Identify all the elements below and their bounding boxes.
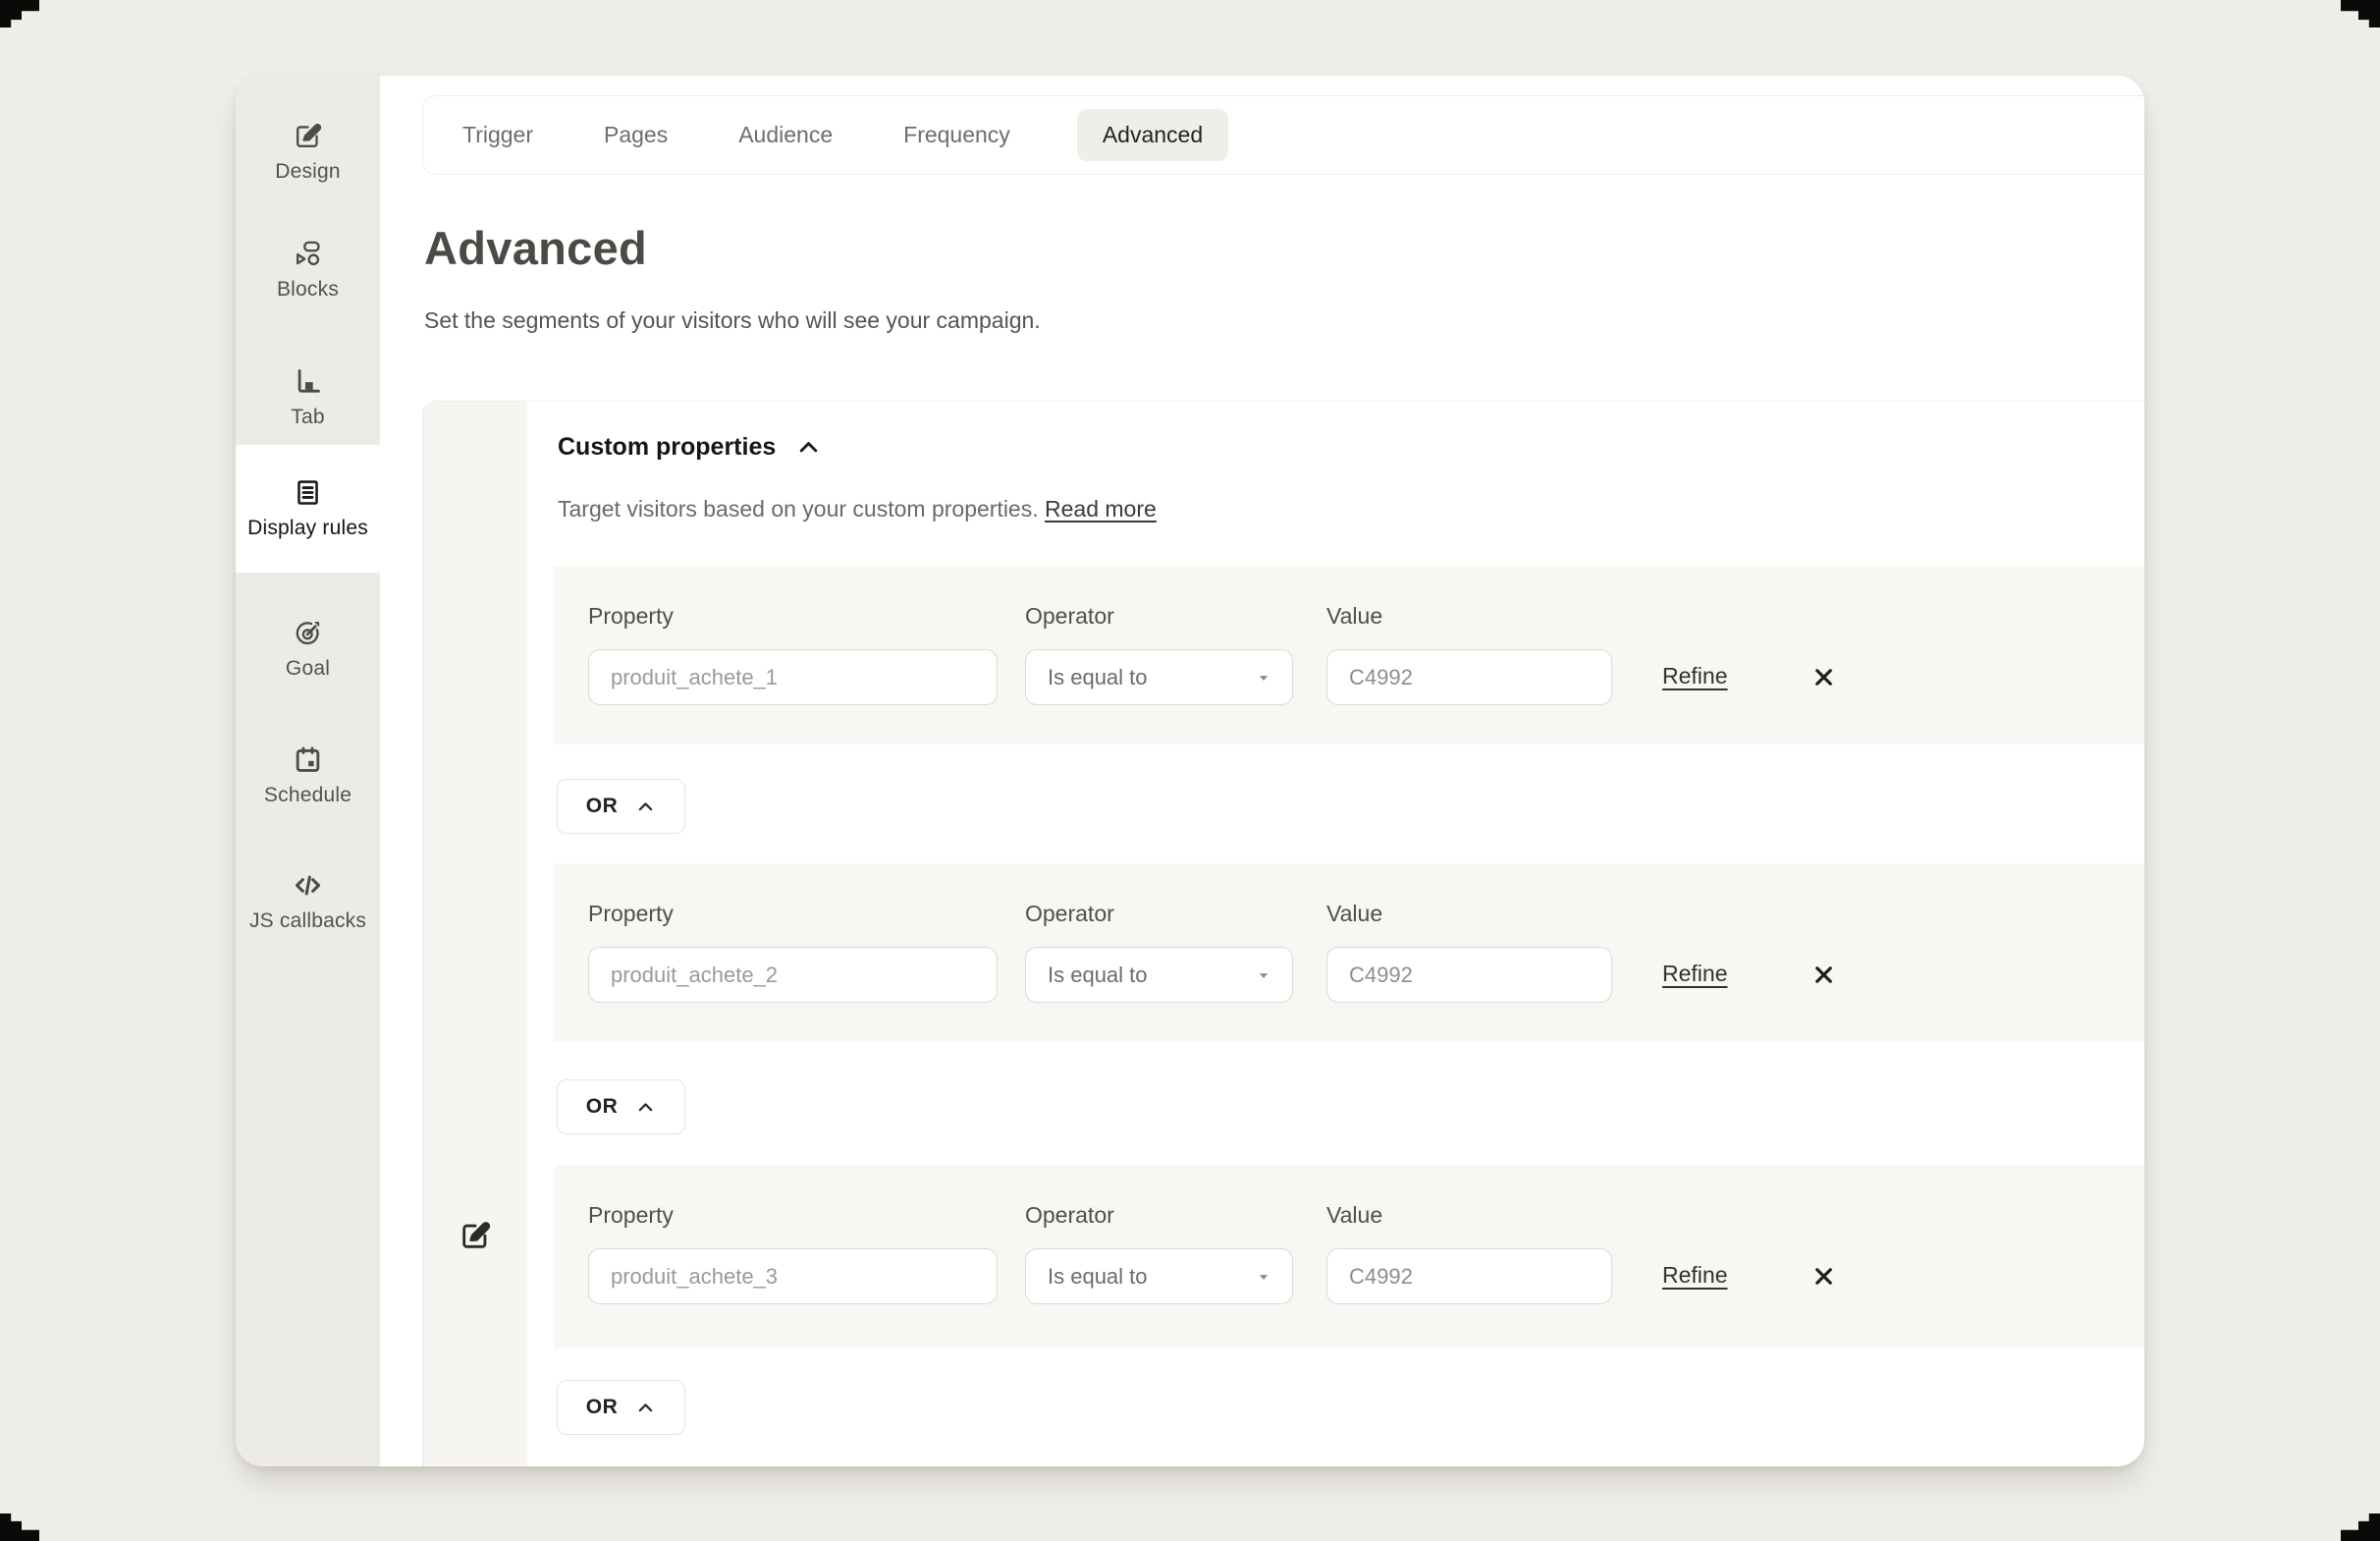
sidebar-item-label: JS callbacks (248, 909, 367, 932)
or-label: OR (585, 1396, 619, 1418)
value-input[interactable] (1326, 947, 1612, 1003)
tab-advanced[interactable]: Advanced (1076, 109, 1229, 161)
custom-properties-card: Custom properties Target visitors based … (422, 401, 2144, 1466)
close-icon (1814, 668, 1832, 686)
app-window: Design Blocks Tab Display rules (236, 76, 2144, 1466)
corner-mark (0, 0, 39, 28)
dropdown-caret-icon (1259, 972, 1269, 978)
sidebar-item-goal[interactable]: Goal (236, 596, 380, 702)
operator-selected-value: Is equal to (1048, 962, 1148, 987)
or-condition-button[interactable]: OR (557, 1380, 685, 1435)
value-label: Value (1326, 1202, 1383, 1228)
sidebar-item-design[interactable]: Design (236, 99, 380, 205)
edit-icon (462, 1222, 491, 1248)
display-rules-icon (298, 480, 318, 505)
page-title: Advanced (424, 222, 648, 274)
goal-icon (296, 622, 320, 645)
value-input[interactable] (1326, 649, 1612, 705)
rule-row: Property Operator Value Is equal to Refi… (554, 863, 2144, 1042)
sidebar-item-blocks[interactable]: Blocks (236, 217, 380, 323)
operator-label: Operator (1025, 603, 1114, 629)
sidebar-item-label: Goal (285, 657, 331, 680)
sidebar-item-schedule[interactable]: Schedule (236, 723, 380, 829)
property-label: Property (588, 603, 674, 629)
sidebar-item-label: Schedule (263, 784, 352, 806)
or-condition-button[interactable]: OR (557, 1079, 685, 1134)
property-input[interactable] (588, 649, 998, 705)
or-label: OR (585, 795, 619, 817)
sidebar-item-label: Blocks (276, 278, 340, 301)
remove-rule-button[interactable] (1803, 1255, 1844, 1296)
card-gutter (423, 402, 527, 1466)
page-subtitle: Set the segments of your visitors who wi… (424, 307, 1041, 333)
refine-link[interactable]: Refine (1662, 961, 1728, 986)
property-label: Property (588, 1202, 674, 1228)
tab-audience[interactable]: Audience (738, 122, 834, 147)
sidebar-item-label: Tab (291, 406, 325, 428)
tab-pages[interactable]: Pages (604, 122, 669, 147)
operator-label: Operator (1025, 901, 1114, 926)
property-input[interactable] (588, 1248, 998, 1304)
value-input[interactable] (1326, 1248, 1612, 1304)
sidebar-item-display-rules[interactable]: Display rules (236, 445, 380, 573)
section-title: Custom properties (558, 433, 777, 461)
operator-select[interactable]: Is equal to (1025, 649, 1293, 705)
schedule-icon (296, 746, 320, 772)
close-icon (1814, 965, 1832, 983)
corner-mark (2341, 0, 2380, 28)
tab-trigger[interactable]: Trigger (462, 122, 533, 147)
operator-select[interactable]: Is equal to (1025, 947, 1293, 1003)
dropdown-caret-icon (1259, 1274, 1269, 1280)
sidebar-item-js-callbacks[interactable]: JS callbacks (236, 849, 380, 955)
rule-row: Property Operator Value Is equal to Refi… (554, 566, 2144, 744)
chevron-up-icon (638, 1403, 653, 1411)
operator-selected-value: Is equal to (1048, 664, 1148, 689)
tab-frequency[interactable]: Frequency (903, 122, 1010, 147)
read-more-link[interactable]: Read more (1045, 496, 1157, 522)
sidebar: Design Blocks Tab Display rules (236, 76, 380, 1466)
or-condition-button[interactable]: OR (557, 779, 685, 834)
close-icon (1814, 1267, 1832, 1285)
value-label: Value (1326, 901, 1383, 926)
design-icon (297, 123, 322, 147)
operator-label: Operator (1025, 1202, 1114, 1228)
value-label: Value (1326, 603, 1383, 629)
refine-link[interactable]: Refine (1662, 1262, 1728, 1288)
corner-mark (2341, 1513, 2380, 1541)
edit-rules-button[interactable] (459, 1219, 492, 1252)
property-input[interactable] (588, 947, 998, 1003)
collapse-section-chevron-up-icon[interactable] (795, 434, 822, 461)
sidebar-item-label: Design (275, 160, 341, 183)
tab-icon (298, 369, 320, 393)
settings-tabbar: Trigger Pages Audience Frequency Advance… (422, 95, 2144, 175)
chevron-up-icon (638, 801, 653, 810)
code-icon (295, 875, 321, 896)
corner-mark (0, 1513, 39, 1541)
property-label: Property (588, 901, 674, 926)
section-description-text: Target visitors based on your custom pro… (558, 496, 1039, 522)
or-label: OR (585, 1095, 619, 1118)
blocks-icon (297, 241, 320, 266)
refine-link[interactable]: Refine (1662, 663, 1728, 688)
operator-selected-value: Is equal to (1048, 1263, 1148, 1289)
sidebar-item-tab[interactable]: Tab (236, 345, 380, 451)
rule-row: Property Operator Value Is equal to Refi… (554, 1165, 2144, 1348)
remove-rule-button[interactable] (1803, 656, 1844, 697)
operator-select[interactable]: Is equal to (1025, 1248, 1293, 1304)
dropdown-caret-icon (1259, 675, 1269, 681)
section-description: Target visitors based on your custom pro… (558, 496, 1157, 523)
sidebar-item-label: Display rules (247, 517, 368, 539)
chevron-up-icon (638, 1102, 653, 1111)
remove-rule-button[interactable] (1803, 954, 1844, 995)
content-area: Trigger Pages Audience Frequency Advance… (380, 76, 2144, 1466)
